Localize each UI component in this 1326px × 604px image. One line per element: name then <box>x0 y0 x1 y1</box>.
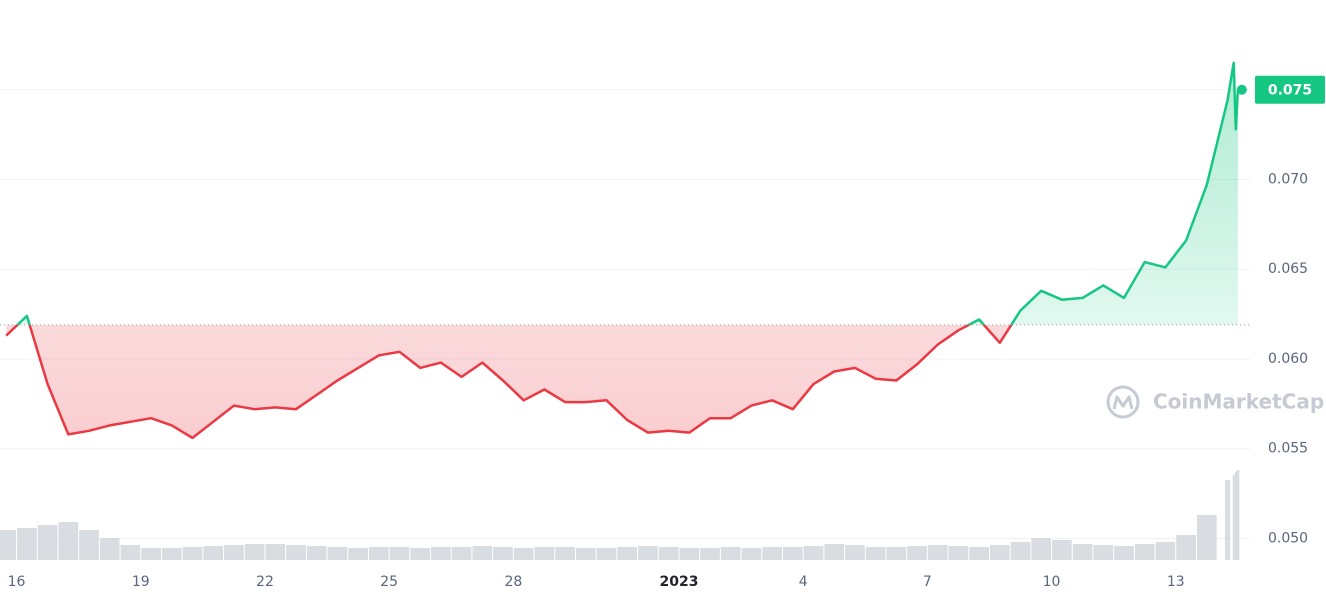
volume-bar <box>534 547 555 560</box>
volume-bar <box>1010 542 1031 560</box>
volume-bar <box>762 547 782 560</box>
volume-bar <box>969 547 989 560</box>
volume-bar <box>989 545 1010 560</box>
volume-bar <box>907 546 927 560</box>
x-tick-label: 7 <box>923 574 932 590</box>
volume-bar <box>638 546 658 560</box>
volume-bar <box>99 538 120 560</box>
volume-bar <box>451 547 472 560</box>
volume-bar <box>575 548 596 560</box>
volume-bar <box>1134 544 1155 560</box>
volume-bar <box>1031 538 1052 560</box>
volume-bar <box>431 547 451 560</box>
volume-bar <box>679 548 700 560</box>
price-line-up <box>15 61 1240 325</box>
y-tick-label: 0.065 <box>1268 261 1308 277</box>
volume-bar <box>472 546 493 560</box>
x-tick-label: 4 <box>799 574 808 590</box>
watermark-text: CoinMarketCap <box>1153 390 1324 414</box>
volume-bar <box>1052 540 1072 560</box>
x-tick-label: 10 <box>1043 574 1061 590</box>
volume-bar <box>410 548 431 560</box>
volume-bar <box>513 548 534 560</box>
volume-bar <box>79 530 99 560</box>
x-tick-label: 13 <box>1167 574 1185 590</box>
x-tick-label: 2023 <box>659 574 698 590</box>
volume-bar <box>845 545 865 560</box>
price-line-down <box>5 324 1013 440</box>
volume-bar <box>368 547 389 560</box>
volume-bar <box>493 547 513 560</box>
x-tick-label: 22 <box>256 574 274 590</box>
volume-bar <box>265 544 286 560</box>
y-tick-label: 0.050 <box>1268 530 1308 546</box>
volume-bar <box>0 530 17 560</box>
volume-bar <box>1234 472 1237 560</box>
volume-bar <box>803 546 824 560</box>
volume-bar <box>948 546 969 560</box>
area-up <box>17 62 1238 325</box>
volume-bar <box>741 548 762 560</box>
volume-bar <box>927 545 948 560</box>
area-down <box>6 324 1238 438</box>
watermark: CoinMarketCap <box>1106 385 1324 419</box>
volume-bar <box>120 545 141 560</box>
volume-bar <box>1224 480 1231 560</box>
volume-bar <box>161 548 182 560</box>
volume-bar <box>203 546 224 560</box>
volume-bar <box>58 522 79 560</box>
volume-bar <box>182 547 203 560</box>
volume-bar <box>1114 546 1134 560</box>
volume-bar <box>17 528 37 560</box>
y-tick-label: 0.055 <box>1268 441 1308 457</box>
volume-bar <box>886 547 907 560</box>
volume-bar <box>1155 542 1176 560</box>
volume-bar <box>306 546 327 560</box>
y-tick-label: 0.060 <box>1268 351 1308 367</box>
volume-bar <box>1236 470 1240 560</box>
price-tag-label: 0.075 <box>1268 83 1312 99</box>
last-point <box>1236 84 1247 95</box>
volume-bar <box>865 547 886 560</box>
volume-bar <box>244 544 265 560</box>
x-tick-label: 16 <box>8 574 26 590</box>
volume-bar <box>720 547 741 560</box>
volume-bar <box>1093 545 1114 560</box>
volume-bar <box>824 544 845 560</box>
volume-bar <box>617 547 638 560</box>
volume-bar <box>596 548 617 560</box>
volume-bar <box>555 547 575 560</box>
y-tick-label: 0.070 <box>1268 171 1308 187</box>
price-tag <box>1255 75 1325 104</box>
volume-bar <box>1232 475 1235 560</box>
volume-bar <box>348 548 368 560</box>
volume-bar <box>37 525 58 560</box>
x-tick-label: 25 <box>380 574 398 590</box>
volume-bar <box>1176 535 1196 560</box>
volume-bar <box>700 548 720 560</box>
volume-bar <box>782 547 803 560</box>
volume-bar <box>658 547 679 560</box>
volume-bar <box>327 547 348 560</box>
x-tick-label: 28 <box>504 574 522 590</box>
volume-bar <box>1072 544 1093 560</box>
x-tick-label: 19 <box>132 574 150 590</box>
volume-bar <box>389 547 410 560</box>
volume-bar <box>1196 515 1217 560</box>
volume-bar <box>224 545 244 560</box>
volume-bar <box>286 545 306 560</box>
volume-bar <box>141 548 161 560</box>
